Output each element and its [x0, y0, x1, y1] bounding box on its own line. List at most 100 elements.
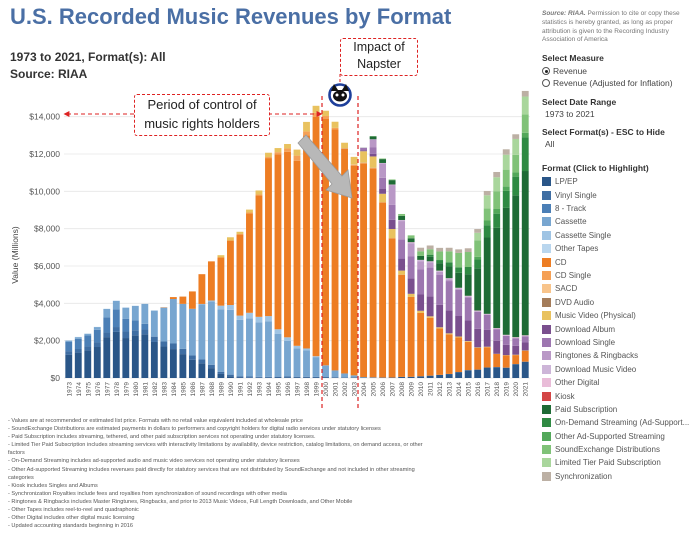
bar-segment[interactable]: [112, 309, 120, 328]
bar-segment[interactable]: [417, 259, 425, 262]
bar-segment[interactable]: [464, 252, 472, 268]
bar-segment[interactable]: [379, 177, 387, 189]
bar-segment[interactable]: [284, 376, 291, 378]
bar-segment[interactable]: [265, 157, 272, 159]
bar-segment[interactable]: [512, 195, 520, 338]
bar-segment[interactable]: [521, 361, 529, 378]
bar-segment[interactable]: [464, 370, 472, 378]
bar-segment[interactable]: [350, 375, 358, 378]
bar-segment[interactable]: [65, 340, 73, 342]
bar-segment[interactable]: [521, 137, 529, 172]
bar-segment[interactable]: [112, 300, 120, 310]
bar-segment[interactable]: [521, 342, 529, 351]
bar-segment[interactable]: [246, 212, 253, 214]
bar-segment[interactable]: [436, 260, 444, 264]
bar-segment[interactable]: [265, 158, 272, 317]
bar-segment[interactable]: [493, 213, 501, 228]
bar-segment[interactable]: [474, 347, 482, 348]
bar-segment[interactable]: [521, 114, 529, 133]
bar-segment[interactable]: [293, 160, 301, 346]
bar-segment[interactable]: [207, 368, 215, 378]
bar-segment[interactable]: [417, 294, 425, 311]
bar-segment[interactable]: [255, 194, 263, 196]
bar-segment[interactable]: [407, 242, 415, 244]
bar-segment[interactable]: [369, 153, 377, 157]
bar-segment[interactable]: [474, 256, 482, 260]
bar-segment[interactable]: [217, 309, 225, 372]
bar-segment[interactable]: [455, 336, 463, 338]
bar-segment[interactable]: [455, 337, 463, 373]
bar-segment[interactable]: [369, 147, 377, 154]
bar-segment[interactable]: [369, 139, 377, 148]
bar-segment[interactable]: [455, 288, 463, 290]
bar-segment[interactable]: [493, 340, 501, 354]
bar-segment[interactable]: [455, 289, 463, 316]
bar-segment[interactable]: [407, 278, 415, 294]
bar-segment[interactable]: [112, 331, 120, 378]
bar-segment[interactable]: [512, 338, 520, 346]
bar-segment[interactable]: [322, 115, 329, 119]
bar-segment[interactable]: [160, 346, 168, 378]
bar-segment[interactable]: [369, 156, 377, 168]
bar-segment[interactable]: [284, 340, 291, 377]
bar-segment[interactable]: [274, 154, 282, 330]
bar-segment[interactable]: [84, 335, 92, 347]
bar-segment[interactable]: [103, 309, 111, 318]
bar-segment[interactable]: [436, 251, 444, 261]
bar-segment[interactable]: [207, 300, 215, 302]
bar-segment[interactable]: [493, 367, 501, 378]
bar-segment[interactable]: [483, 190, 491, 196]
legend-item[interactable]: LP/EP: [542, 175, 698, 188]
bar-segment[interactable]: [521, 90, 529, 97]
bar-segment[interactable]: [360, 151, 367, 163]
bar-segment[interactable]: [483, 208, 491, 221]
bar-segment[interactable]: [341, 148, 348, 374]
bar-segment[interactable]: [246, 376, 253, 378]
legend-item[interactable]: Other Tapes: [542, 242, 698, 255]
bar-segment[interactable]: [474, 311, 482, 329]
bar-segment[interactable]: [246, 312, 253, 319]
bar-segment[interactable]: [426, 262, 434, 268]
bar-segment[interactable]: [188, 359, 196, 378]
bar-segment[interactable]: [417, 261, 425, 270]
bar-segment[interactable]: [398, 274, 406, 377]
bar-segment[interactable]: [303, 121, 310, 132]
bar-segment[interactable]: [236, 377, 244, 378]
bar-segment[interactable]: [274, 148, 282, 153]
bar-segment[interactable]: [455, 249, 463, 253]
bar-segment[interactable]: [445, 247, 453, 252]
bar-segment[interactable]: [255, 190, 263, 195]
bar-segment[interactable]: [74, 337, 82, 339]
bar-segment[interactable]: [312, 377, 320, 378]
bar-segment[interactable]: [141, 329, 149, 335]
bar-segment[interactable]: [474, 240, 482, 257]
bar-segment[interactable]: [502, 335, 510, 345]
bar-segment[interactable]: [255, 376, 263, 378]
bar-segment[interactable]: [445, 281, 453, 311]
bar-segment[interactable]: [198, 363, 206, 378]
bar-segment[interactable]: [493, 171, 501, 178]
bar-segment[interactable]: [521, 132, 529, 138]
bar-segment[interactable]: [141, 334, 149, 378]
legend-item[interactable]: Vinyl Single: [542, 188, 698, 201]
bar-segment[interactable]: [350, 156, 358, 165]
bar-segment[interactable]: [160, 307, 168, 342]
bar-segment[interactable]: [512, 176, 520, 196]
bar-segment[interactable]: [131, 305, 139, 321]
bar-segment[interactable]: [483, 195, 491, 209]
legend-item[interactable]: Paid Subscription: [542, 403, 698, 416]
bar-segment[interactable]: [265, 316, 272, 322]
bar-segment[interactable]: [388, 219, 396, 230]
bar-segment[interactable]: [188, 291, 196, 309]
bar-segment[interactable]: [474, 268, 482, 311]
bar-segment[interactable]: [502, 186, 510, 191]
bar-segment[interactable]: [388, 180, 396, 185]
bar-segment[interactable]: [217, 255, 225, 258]
bar-segment[interactable]: [217, 373, 225, 378]
bar-segment[interactable]: [483, 347, 491, 368]
bar-segment[interactable]: [246, 209, 253, 213]
legend-item[interactable]: DVD Audio: [542, 296, 698, 309]
bar-segment[interactable]: [169, 299, 177, 344]
bar-segment[interactable]: [436, 247, 444, 252]
bar-segment[interactable]: [521, 350, 529, 362]
